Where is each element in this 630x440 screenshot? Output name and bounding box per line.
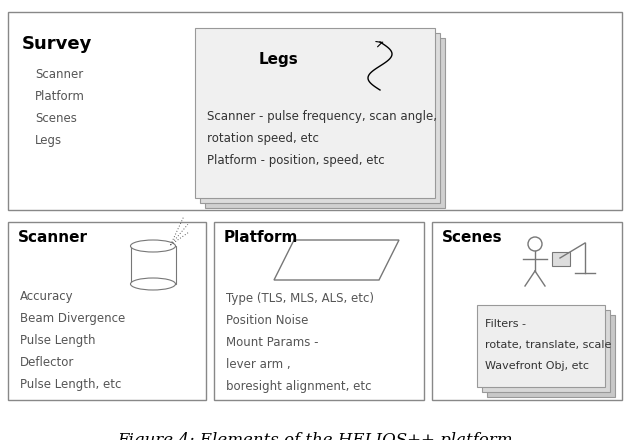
Text: Pulse Length, etc: Pulse Length, etc — [20, 378, 122, 391]
Text: Scenes: Scenes — [35, 112, 77, 125]
FancyBboxPatch shape — [482, 310, 610, 392]
Text: boresight alignment, etc: boresight alignment, etc — [226, 380, 372, 393]
Text: rotation speed, etc: rotation speed, etc — [207, 132, 319, 145]
Text: Filters -: Filters - — [485, 319, 526, 329]
Text: Legs: Legs — [259, 52, 299, 67]
Text: Platform: Platform — [224, 230, 299, 245]
Text: Mount Params -: Mount Params - — [226, 336, 319, 349]
Text: Accuracy: Accuracy — [20, 290, 74, 303]
FancyBboxPatch shape — [8, 222, 206, 400]
FancyBboxPatch shape — [552, 252, 570, 266]
FancyBboxPatch shape — [432, 222, 622, 400]
Text: Scanner: Scanner — [35, 68, 83, 81]
Text: rotate, translate, scale: rotate, translate, scale — [485, 340, 611, 350]
FancyBboxPatch shape — [200, 33, 440, 203]
Text: Wavefront Obj, etc: Wavefront Obj, etc — [485, 361, 589, 371]
Text: Deflector: Deflector — [20, 356, 74, 369]
FancyBboxPatch shape — [195, 28, 435, 198]
Text: Scanner - pulse frequency, scan angle,: Scanner - pulse frequency, scan angle, — [207, 110, 437, 123]
Text: Scanner: Scanner — [18, 230, 88, 245]
Ellipse shape — [130, 278, 176, 290]
Text: lever arm ,: lever arm , — [226, 358, 290, 371]
FancyBboxPatch shape — [487, 315, 615, 397]
FancyBboxPatch shape — [130, 246, 176, 284]
Text: Platform: Platform — [35, 90, 85, 103]
FancyBboxPatch shape — [205, 38, 445, 208]
Text: Type (TLS, MLS, ALS, etc): Type (TLS, MLS, ALS, etc) — [226, 292, 374, 305]
Text: Position Noise: Position Noise — [226, 314, 308, 327]
Text: Platform - position, speed, etc: Platform - position, speed, etc — [207, 154, 385, 167]
Text: Survey: Survey — [22, 35, 93, 53]
Text: Figure 4: Elements of the HELIOS++ platform: Figure 4: Elements of the HELIOS++ platf… — [117, 432, 513, 440]
Text: Scenes: Scenes — [442, 230, 503, 245]
Ellipse shape — [130, 240, 176, 252]
FancyBboxPatch shape — [477, 305, 605, 387]
Text: Legs: Legs — [35, 134, 62, 147]
Text: Beam Divergence: Beam Divergence — [20, 312, 125, 325]
Text: Pulse Length: Pulse Length — [20, 334, 96, 347]
FancyBboxPatch shape — [214, 222, 424, 400]
FancyBboxPatch shape — [8, 12, 622, 210]
